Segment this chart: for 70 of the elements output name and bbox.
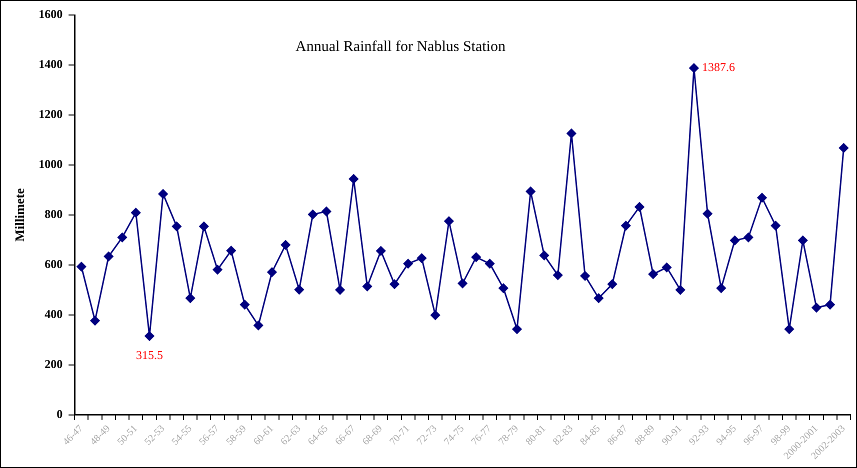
point bbox=[322, 206, 332, 216]
point bbox=[117, 232, 127, 242]
y-tick-label: 1200 bbox=[38, 107, 63, 122]
point bbox=[634, 202, 644, 212]
point bbox=[662, 262, 672, 272]
point bbox=[770, 220, 780, 230]
point bbox=[648, 269, 658, 279]
point bbox=[621, 220, 631, 230]
y-tick-label: 1400 bbox=[38, 57, 63, 72]
point bbox=[212, 264, 222, 274]
point bbox=[744, 232, 754, 242]
point bbox=[76, 262, 86, 272]
point bbox=[458, 278, 468, 288]
point bbox=[280, 240, 290, 250]
point bbox=[362, 282, 372, 292]
point bbox=[566, 128, 576, 138]
y-tick-label: 800 bbox=[44, 207, 63, 222]
point bbox=[838, 143, 848, 153]
point bbox=[308, 210, 318, 220]
y-tick-label: 200 bbox=[44, 356, 63, 371]
point bbox=[512, 324, 522, 334]
text: Annual Rainfall for Nablus Station bbox=[295, 38, 506, 55]
point bbox=[158, 189, 168, 199]
point bbox=[539, 250, 549, 260]
y-tick-label: 600 bbox=[44, 257, 63, 272]
point bbox=[526, 186, 536, 196]
point bbox=[553, 270, 563, 280]
point bbox=[348, 174, 358, 184]
y-tick-label: 1600 bbox=[38, 7, 63, 22]
point bbox=[784, 324, 794, 334]
point bbox=[390, 279, 400, 289]
y-axis-title: Millimete bbox=[12, 188, 28, 242]
point bbox=[702, 208, 712, 218]
point bbox=[798, 236, 808, 246]
point bbox=[240, 300, 250, 310]
point bbox=[498, 283, 508, 293]
data-label: 1387.6 bbox=[702, 60, 735, 74]
point bbox=[294, 284, 304, 294]
point bbox=[825, 300, 835, 310]
point bbox=[430, 310, 440, 320]
point bbox=[485, 258, 495, 268]
point bbox=[172, 222, 182, 232]
point bbox=[199, 222, 209, 232]
point bbox=[186, 293, 196, 303]
point bbox=[104, 252, 114, 262]
y-tick-label: 0 bbox=[56, 406, 63, 421]
point bbox=[144, 331, 154, 341]
data-label: 315.5 bbox=[136, 348, 163, 362]
point bbox=[812, 302, 822, 312]
point bbox=[376, 246, 386, 256]
point bbox=[444, 216, 454, 226]
y-tick-label: 1000 bbox=[38, 157, 63, 172]
point bbox=[608, 279, 618, 289]
point bbox=[90, 316, 100, 326]
point bbox=[471, 252, 481, 262]
point bbox=[254, 320, 264, 330]
point bbox=[335, 285, 345, 295]
point bbox=[716, 283, 726, 293]
point bbox=[594, 293, 604, 303]
point bbox=[131, 208, 141, 218]
point bbox=[757, 192, 767, 202]
point bbox=[226, 246, 236, 256]
point bbox=[267, 267, 277, 277]
point bbox=[730, 236, 740, 246]
point bbox=[580, 271, 590, 281]
point bbox=[689, 63, 699, 73]
point bbox=[676, 285, 686, 295]
point bbox=[403, 258, 413, 268]
point bbox=[416, 253, 426, 263]
y-tick-label: 400 bbox=[44, 307, 63, 321]
